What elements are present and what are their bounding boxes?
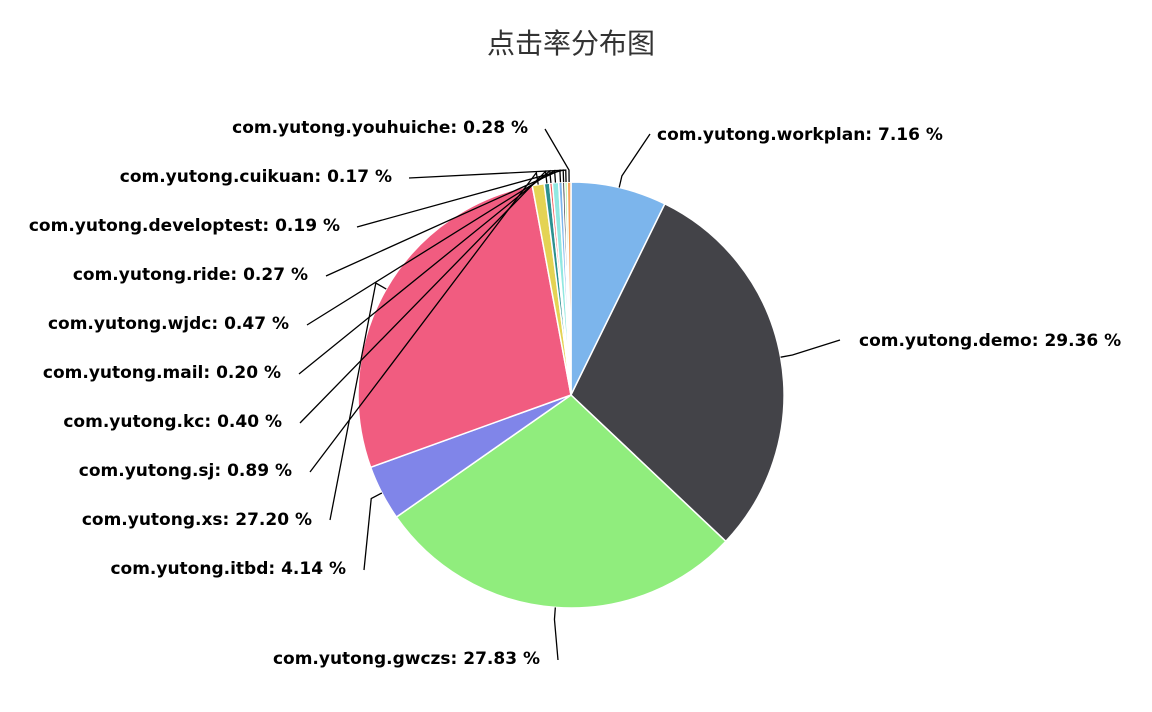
slice-labels: com.yutong.workplan: 7.16 % com.yutong.de… [29,118,1121,669]
leader-line-com-yutong-gwczs [553,607,559,661]
leader-line-com-yutong-cuikuan [408,169,567,183]
slice-label-com-yutong-ride: com.yutong.ride: 0.27 % [73,265,308,285]
slice-label-com-yutong-cuikuan: com.yutong.cuikuan: 0.17 % [120,167,392,187]
leader-line-com-yutong-demo [780,339,841,358]
slice-label-com-yutong-mail: com.yutong.mail: 0.20 % [43,363,281,383]
leader-line-com-yutong-workplan [618,133,651,188]
slice-label-com-yutong-demo: com.yutong.demo: 29.36 % [859,331,1121,351]
leader-line-com-yutong-xs [329,282,387,521]
leader-lines [298,128,841,661]
pie-slice-com-yutong-demo[interactable] [570,202,785,543]
slice-label-com-yutong-developtest: com.yutong.developtest: 0.19 % [29,216,340,236]
leader-line-com-yutong-itbd [363,492,383,571]
slice-label-com-yutong-itbd: com.yutong.itbd: 4.14 % [110,559,346,579]
leader-line-com-yutong-youhuiche [544,128,570,183]
pie-slice-com-yutong-xs[interactable] [357,184,572,469]
slice-label-com-yutong-sj: com.yutong.sj: 0.89 % [79,461,292,481]
pie-slice-com-yutong-youhuiche[interactable] [566,181,572,396]
slice-label-com-yutong-gwczs: com.yutong.gwczs: 27.83 % [273,649,540,669]
chart-title: 点击率分布图 [487,27,655,60]
slice-label-com-yutong-youhuiche: com.yutong.youhuiche: 0.28 % [232,118,528,138]
slice-label-com-yutong-workplan: com.yutong.workplan: 7.16 % [657,125,943,145]
pie-slices [357,181,785,609]
slice-label-com-yutong-kc: com.yutong.kc: 0.40 % [63,412,282,432]
slice-label-com-yutong-xs: com.yutong.xs: 27.20 % [82,510,312,530]
slice-label-com-yutong-wjdc: com.yutong.wjdc: 0.47 % [48,314,289,334]
